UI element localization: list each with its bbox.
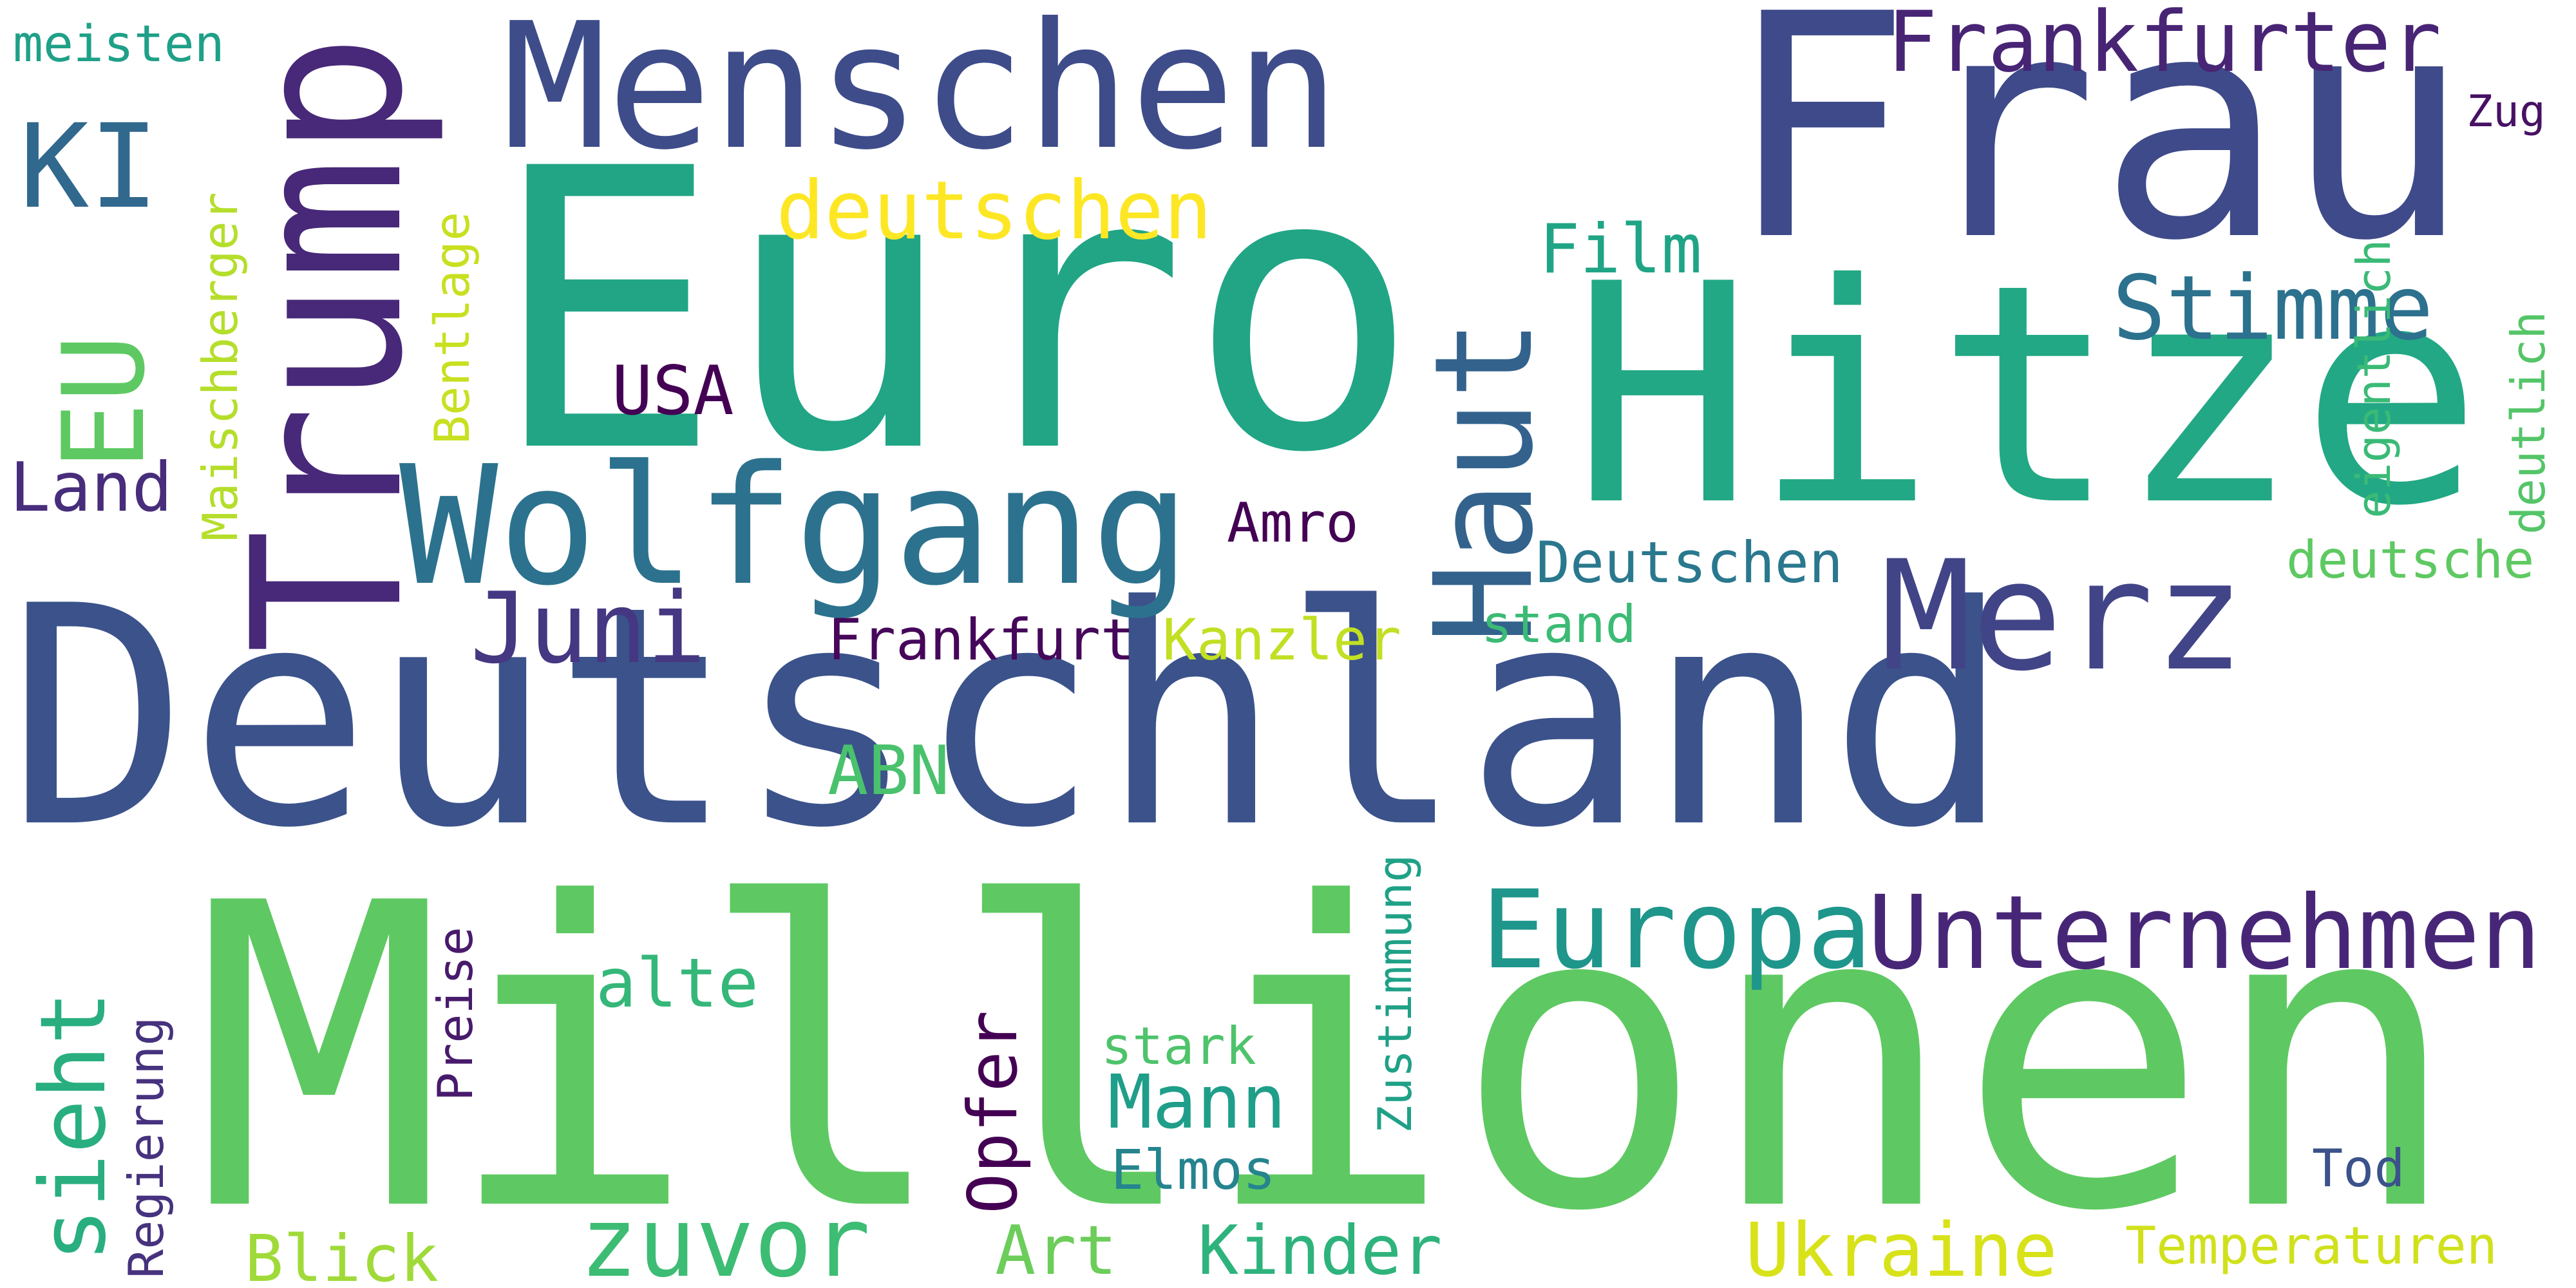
word-wolfgang: Wolfgang xyxy=(399,431,1191,622)
word-land: Land xyxy=(10,448,173,527)
word-kanzler: Kanzler xyxy=(1162,607,1401,673)
word-zuvor: zuvor xyxy=(580,1187,871,1288)
word-eigentlich: eigentlich xyxy=(2347,239,2401,518)
word-alte: alte xyxy=(596,944,759,1023)
word-zug: Zug xyxy=(2467,86,2546,137)
word-hitze: Hitze xyxy=(1571,220,2483,572)
word-sieht: sieht xyxy=(21,990,126,1262)
word-maischberger: Maischberger xyxy=(192,192,249,541)
word-amro: Amro xyxy=(1227,491,1359,555)
word-euro: Euro xyxy=(489,87,1420,537)
word-deutschland: Deutschland xyxy=(6,542,2011,894)
word-deutsche: deutsche xyxy=(2286,530,2535,590)
word-ukraine: Ukraine xyxy=(1745,1208,2058,1288)
word-unternehmen: Unternehmen xyxy=(1868,874,2542,992)
word-preise: Preise xyxy=(427,927,484,1101)
word-europa: Europa xyxy=(1481,867,1872,993)
word-stand: stand xyxy=(1481,594,1636,654)
word-frankfurter: Frankfurter xyxy=(1887,0,2441,91)
word-zustimmung: Zustimmung xyxy=(1368,854,1422,1133)
word-abn: ABN xyxy=(828,732,950,810)
word-film: Film xyxy=(1539,210,1702,289)
word-opfer: Opfer xyxy=(954,1010,1032,1214)
word-tod: Tod xyxy=(2312,1139,2405,1198)
word-elmos: Elmos xyxy=(1111,1139,1276,1202)
word-regierung: Regierung xyxy=(118,1016,175,1278)
word-millionen: Millionen xyxy=(193,816,2461,1288)
word-frau: Frau xyxy=(1726,0,2470,308)
word-juni: Juni xyxy=(470,571,706,685)
word-menschen: Menschen xyxy=(502,0,1340,188)
word-mann: Mann xyxy=(1108,1059,1286,1146)
word-temperaturen: Temperaturen xyxy=(2125,1216,2497,1276)
word-kinder: Kinder xyxy=(1198,1211,1443,1288)
word-stark: stark xyxy=(1101,1016,1256,1076)
word-deutschen-2: Deutschen xyxy=(1536,529,1843,596)
word-deutlich: deutlich xyxy=(2501,311,2555,535)
word-frankfurt: Frankfurt xyxy=(828,607,1135,673)
word-merz: Merz xyxy=(1880,529,2245,705)
word-usa: USA xyxy=(612,352,734,430)
word-bentlage: Bentlage xyxy=(424,211,480,444)
word-meisten: meisten xyxy=(13,15,225,73)
word-stimme: Stimme xyxy=(2112,256,2434,360)
word-blick: Blick xyxy=(245,1221,439,1288)
word-deutschen: deutschen xyxy=(776,164,1213,258)
word-ki: KI xyxy=(19,100,159,234)
word-art: Art xyxy=(995,1211,1117,1288)
